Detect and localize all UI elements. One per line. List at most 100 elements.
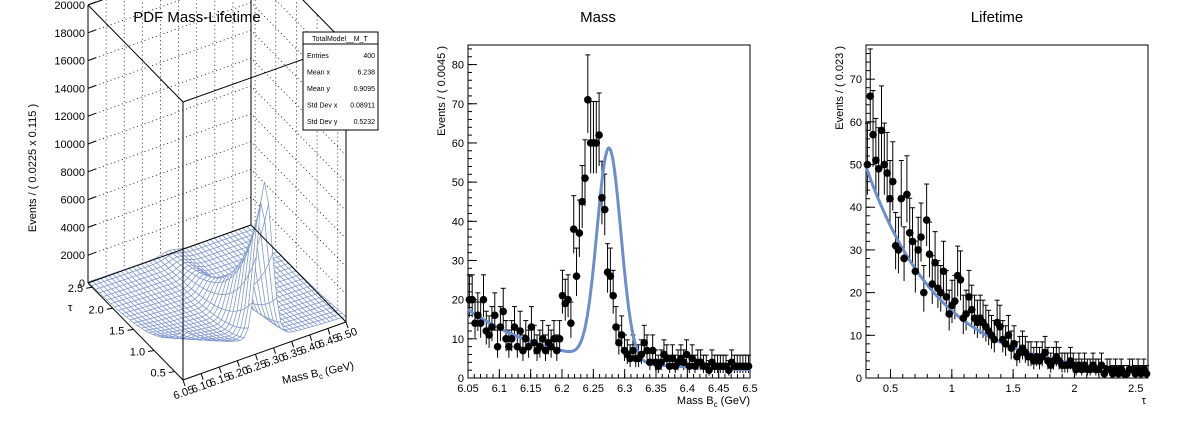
surface-z-tick [87,84,97,89]
p3-point [1041,348,1049,357]
surface-x-tick [273,347,277,354]
p2-point [572,272,581,280]
p3-point [939,267,948,276]
p3-point [900,254,908,263]
p3-x-tick-label: 2 [1071,383,1077,395]
p2-point [646,358,654,367]
p2-point [507,335,516,343]
surface-z-tick-label: 12000 [54,111,85,123]
surface-x-tick [218,366,222,374]
p2-x-tick-label: 6.2 [554,383,569,395]
p2-point [468,295,476,304]
p2-x-tick-label: 6.4 [680,383,695,395]
p2-point [598,193,606,202]
p2-point [595,131,603,139]
p3-point [996,322,1004,331]
p3-point [936,288,945,297]
p3-point [942,293,951,301]
p2-point [502,335,510,343]
surface-box-edge [302,0,347,45]
p3-point [962,310,970,318]
surface-y-tick-label: 1.0 [130,346,145,358]
p2-point [575,229,584,237]
p3-y-tick-label: 0 [856,373,862,385]
p2-point [550,335,558,343]
lifetime-points [863,92,1151,378]
surface-y-tick-label: 2.0 [88,304,103,316]
p2-point [558,291,567,300]
p3-point [1142,369,1151,378]
p2-point [488,323,496,331]
p3-y-tick-label: 10 [850,330,862,342]
p2-point [626,354,634,363]
stats-box-title: TotalModel__M_T [312,36,368,43]
surface-y-tick [148,349,155,352]
surface-x-tick [254,354,258,361]
p3-y-tick-label: 60 [850,117,862,129]
surface-z-tick-label: 4000 [61,222,85,234]
surface-z-tick-label: 16000 [54,56,85,68]
p2-point [609,291,617,300]
p2-point [581,174,589,182]
p3-x-tick-label: 1 [949,383,955,395]
p3-point [869,130,877,139]
lifetime-y-axis-label: Events / ( 0.023 ) [834,46,846,130]
p2-point [617,331,626,339]
p3-point [883,169,891,177]
p2-point [665,362,674,371]
p3-point [965,293,973,301]
p2-point [527,323,536,331]
surface-mesh [87,181,347,342]
p2-point [510,323,519,331]
surface-x-tick-label: 6.50 [335,326,359,345]
surface-z-axis-label: Events / ( 0.0225 x 0.115 ) [27,104,39,232]
p2-point [536,342,544,351]
p2-x-tick-label: 6.45 [708,383,729,395]
mass-frame [467,44,751,379]
surface-x-tick [291,341,295,348]
p3-point [877,126,886,135]
p2-point [685,362,694,371]
p3-point [863,160,872,169]
p2-y-tick-label: 70 [452,99,464,111]
surface-y-tick-label: 2.5 [68,283,83,295]
p2-point [519,346,527,355]
mass-x-label-sub: c [714,400,718,409]
surface-z-tick [87,168,97,173]
p2-point [606,272,615,280]
p2-x-tick-label: 6.1 [492,383,507,395]
p2-x-tick-label: 6.35 [645,383,666,395]
p3-point [874,165,883,173]
p2-point [648,346,657,355]
surface-z-ticks: 0 2000 4000 6000 8000 10000 12000 14000 16000 180… [54,0,97,290]
p2-point [471,319,479,327]
p3-x-tick-label: 0.5 [883,383,898,395]
p3-y-tick-label: 70 [850,74,862,86]
stats-row-value: 0.08911 [350,103,375,110]
p2-point [578,197,586,206]
mass-x-label-unit: (GeV) [718,395,750,407]
p2-point [584,96,592,104]
p2-point [564,295,572,304]
surface-y-tick [127,328,134,331]
stats-row-value: 0.9095 [354,86,376,93]
stats-row-label: Entries [307,53,329,60]
p2-point [513,342,522,351]
p2-point [567,319,575,327]
surface-z-tick [87,223,97,228]
stats-row-value: 6.238 [357,70,375,77]
mass-error-bars [466,54,752,376]
p2-point [499,307,508,316]
p3-point [914,246,922,254]
p3-point [990,335,999,344]
p3-point [886,194,894,203]
p2-point [476,319,485,327]
surface-x-label-unit: (GeV) [321,360,355,378]
p2-point [643,346,651,355]
p2-point [524,342,533,351]
surface-x-label-main: Mass B [281,368,319,387]
mass-y-axis-label: Events / ( 0.0045 ) [436,46,448,136]
stats-row-label: Mean x [307,70,330,77]
p3-point [928,280,937,288]
p2-point [612,323,620,331]
